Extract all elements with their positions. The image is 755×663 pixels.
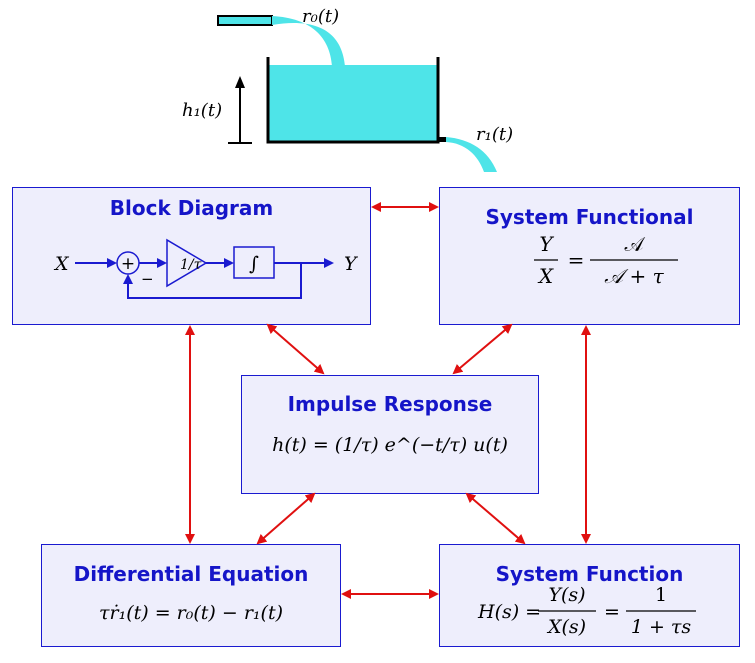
height-label: h₁(t): [182, 100, 222, 121]
block-output-label: Y: [344, 253, 359, 275]
sfn-mid-numerator: Y(s): [548, 584, 585, 606]
sf-rhs-denominator: 𝒜 + τ: [604, 264, 664, 288]
system-function-box: System Function H(s) = Y(s) X(s) = 1 1 +…: [439, 544, 740, 647]
impulse-response-equation: h(t) = (1/τ) e^(−t/τ) u(t): [272, 434, 508, 456]
system-functional-box: System Functional Y X = 𝒜 𝒜 + τ: [439, 187, 740, 325]
sfn-equals: =: [604, 601, 620, 623]
inflow-stream: [272, 16, 345, 66]
sfn-mid-denominator: X(s): [546, 616, 586, 638]
sum-minus-sign: −: [141, 270, 154, 288]
impulse-response-title: Impulse Response: [287, 392, 493, 416]
outflow-stream: [446, 137, 497, 172]
block-input-label: X: [53, 253, 70, 275]
block-diagram-box: Block Diagram X + − 1/τ ∫ Y: [12, 187, 371, 325]
input-arrowhead: [107, 258, 117, 268]
gain-label: 1/τ: [180, 257, 202, 273]
differential-equation-text: τṙ₁(t) = r₀(t) − r₁(t): [99, 602, 283, 624]
sfn-rhs-denominator: 1 + τs: [631, 616, 692, 638]
outflow-label: r₁(t): [476, 124, 513, 145]
feedback-path: [127, 263, 302, 299]
feedback-arrowhead: [123, 274, 133, 284]
impulse-response-box: Impulse Response h(t) = (1/τ) e^(−t/τ) u…: [241, 375, 539, 494]
sf-equals: =: [568, 248, 585, 272]
tank-water: [268, 65, 438, 141]
gain-triangle: [166, 238, 208, 288]
inflow-pipe: [217, 15, 273, 26]
tank-walls: [266, 57, 440, 144]
inflow-label: r₀(t): [302, 6, 339, 27]
system-function-equation: H(s) = Y(s) X(s) = 1 1 + τs: [477, 584, 696, 638]
sf-lhs-numerator: Y: [539, 232, 554, 256]
differential-equation-title: Differential Equation: [73, 562, 309, 586]
sf-lhs-denominator: X: [537, 264, 554, 288]
height-arrowhead: [235, 76, 245, 88]
system-functional-equation: Y X = 𝒜 𝒜 + τ: [534, 232, 678, 288]
system-functional-title: System Functional: [485, 205, 694, 229]
outflow-nozzle: [438, 137, 446, 142]
sum-to-gain-arrowhead: [157, 258, 167, 268]
block-diagram-title: Block Diagram: [109, 196, 274, 220]
sfn-lhs: H(s) =: [477, 601, 541, 623]
output-arrowhead: [324, 258, 334, 268]
sf-rhs-numerator: 𝒜: [625, 232, 646, 256]
gain-to-int-arrowhead: [224, 258, 234, 268]
integrator-symbol: ∫: [249, 253, 259, 275]
block-diagram-graphic: X + − 1/τ ∫ Y: [53, 238, 359, 299]
sum-plus-icon: +: [121, 254, 135, 274]
sfn-rhs-numerator: 1: [655, 584, 667, 606]
differential-equation-box: Differential Equation τṙ₁(t) = r₀(t) − r…: [41, 544, 341, 647]
system-function-title: System Function: [495, 562, 684, 586]
